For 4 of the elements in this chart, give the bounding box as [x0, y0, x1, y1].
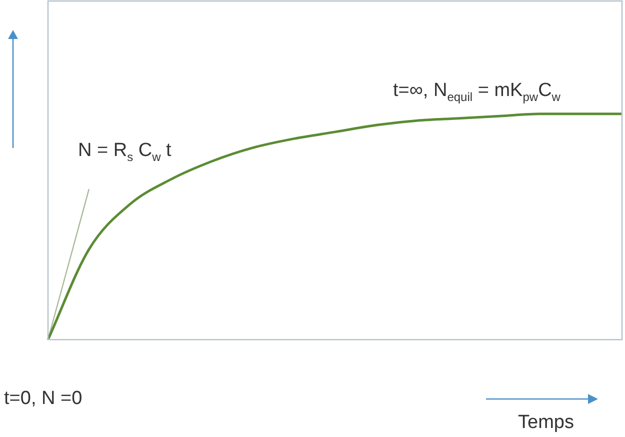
text: t=∞, N$_{equil}$ = mK$_{pw}$C$_{w}$ — [393, 80, 560, 104]
x-axis-title: Temps — [518, 412, 574, 434]
annotation: N = R$_{s}$ C$_{w}$ t — [78, 140, 172, 164]
text: t=0, N =0 — [4, 388, 82, 410]
